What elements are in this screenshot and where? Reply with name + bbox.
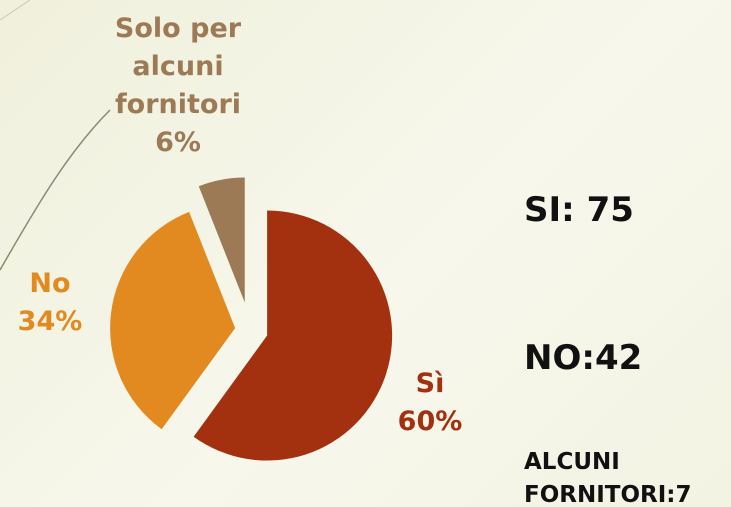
slice-percent: 6% bbox=[155, 127, 201, 158]
annotation: ALCUNI FORNITORI:7 bbox=[524, 449, 692, 507]
decorative-line bbox=[0, 109, 111, 271]
pie-slice bbox=[193, 210, 393, 461]
slice-label: Solo per alcuni fornitori bbox=[114, 13, 242, 120]
slice-percent: 34% bbox=[17, 306, 83, 337]
slice-label: No bbox=[29, 268, 71, 299]
annotation: NO:42 bbox=[524, 338, 643, 378]
decorative-line bbox=[0, 0, 31, 21]
pie-slice bbox=[110, 211, 236, 430]
slice-percent: 60% bbox=[397, 406, 463, 437]
slice-label: Sì bbox=[415, 368, 445, 399]
annotation: SI: 75 bbox=[524, 190, 634, 230]
pie-slice bbox=[198, 177, 245, 303]
